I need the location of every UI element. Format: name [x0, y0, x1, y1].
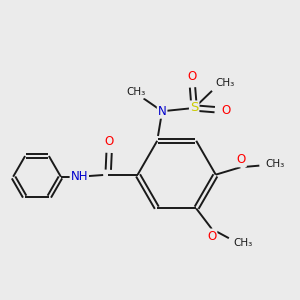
- Text: CH₃: CH₃: [215, 78, 234, 88]
- Text: O: O: [105, 135, 114, 148]
- Text: CH₃: CH₃: [234, 238, 253, 248]
- Text: O: O: [237, 153, 246, 167]
- Text: S: S: [190, 101, 198, 115]
- Text: CH₃: CH₃: [127, 87, 146, 98]
- Text: O: O: [221, 103, 230, 116]
- Text: CH₃: CH₃: [265, 159, 284, 170]
- Text: NH: NH: [70, 170, 88, 183]
- Text: O: O: [207, 230, 217, 242]
- Text: O: O: [188, 70, 197, 83]
- Text: N: N: [158, 105, 167, 118]
